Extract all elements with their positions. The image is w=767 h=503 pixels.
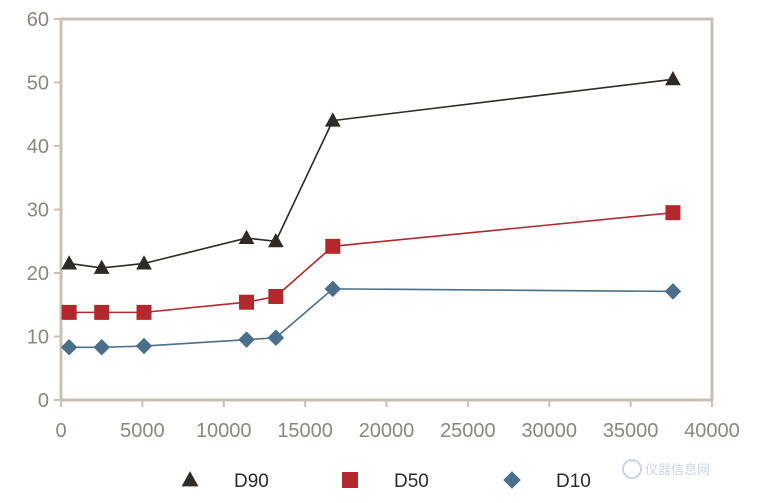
data-point-d10 [60,339,78,356]
data-point-d50 [94,304,110,320]
data-point-d10 [324,280,342,298]
data-point-d90 [238,229,255,245]
y-tick-label: 50 [27,73,49,95]
legend-label-d90: D90 [234,471,269,492]
plot-area-frame [59,17,714,402]
data-point-d90 [267,232,284,248]
y-tick-label: 10 [27,327,49,349]
data-point-d10 [664,283,682,300]
data-point-d90 [324,112,341,127]
x-tick-label: 35000 [603,420,659,442]
x-tick-label: 0 [55,420,66,442]
series-line-d50 [69,211,674,314]
data-point-d10 [267,329,285,347]
x-tick-label: 25000 [440,420,496,442]
x-tick-label: 10000 [196,420,252,442]
plot-border [59,17,714,402]
data-point-d90 [93,259,110,274]
series-layer [60,71,682,356]
y-tick-label: 60 [27,9,49,31]
x-tick-label: 15000 [277,420,333,442]
watermark-text: 仪器信息网 [645,462,710,478]
legend-item-d10: D10 [503,471,591,492]
x-tick-label: 40000 [684,420,740,442]
y-tick-label: 30 [27,200,49,222]
legend-marker-d50 [342,472,358,488]
data-point-d50 [239,294,255,310]
data-point-d90 [136,255,152,270]
legend-item-d50: D50 [342,471,429,492]
legend: D90 D50 D10 [181,471,591,492]
data-point-d10 [135,337,153,355]
y-axis-ticks: 0 10 20 30 40 50 60 [27,9,61,412]
series-d10 [60,280,682,356]
series-line-d10 [69,288,673,349]
x-tick-label: 5000 [120,420,165,442]
series-line-d90 [69,78,674,269]
data-point-d50 [665,205,681,221]
x-tick-label: 30000 [521,420,577,442]
data-point-d10 [93,339,110,356]
legend-marker-d90 [181,471,199,487]
legend-item-d90: D90 [181,471,269,492]
data-point-d50 [136,304,152,320]
data-point-d50 [61,304,77,320]
legend-label-d10: D10 [556,471,591,492]
x-axis-ticks: 0 5000 10000 15000 20000 25000 30000 35000 40000 [55,400,740,442]
x-tick-label: 20000 [359,420,415,442]
data-point-d10 [238,331,255,348]
data-point-d50 [325,238,341,254]
y-tick-label: 40 [27,136,49,158]
y-tick-label: 20 [27,263,49,285]
watermark: 仪器信息网 [622,459,710,479]
data-point-d90 [665,71,681,86]
series-d90 [61,71,681,274]
legend-marker-d10 [503,471,521,489]
legend-label-d50: D50 [394,471,429,492]
y-tick-label: 0 [38,390,49,412]
data-point-d50 [268,288,284,304]
data-point-d90 [61,255,78,270]
watermark-logo-icon [622,459,642,479]
series-d50 [61,205,681,320]
